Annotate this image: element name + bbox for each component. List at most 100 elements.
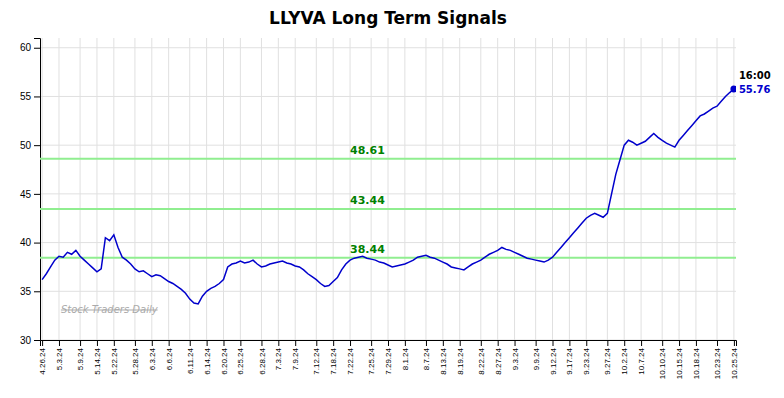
signal-label: 43.44 — [350, 194, 385, 207]
x-tick-label: 6.20.24 — [220, 347, 229, 374]
x-tick: 9.17.24 — [565, 340, 574, 375]
x-grid-line — [206, 38, 207, 340]
x-tick-label: 5.22.24 — [110, 347, 119, 374]
x-tick: 9.12.24 — [549, 340, 558, 375]
x-tick-label: 8.1.24 — [401, 347, 410, 370]
y-tick-label: 30 — [20, 335, 32, 346]
x-tick-mark — [536, 340, 537, 346]
x-tick-label: 7.18.24 — [329, 347, 338, 374]
x-tick: 6.14.24 — [203, 340, 212, 375]
x-tick-mark — [388, 340, 389, 346]
x-grid-line — [295, 38, 296, 340]
x-grid-line — [151, 38, 152, 340]
watermark: Stock Traders Daily — [61, 304, 159, 315]
x-tick-mark — [59, 340, 60, 346]
x-tick-label: 5.3.24 — [55, 347, 64, 370]
x-tick-mark — [316, 340, 317, 346]
x-tick: 7.3.24 — [274, 340, 283, 370]
x-tick-label: 6.28.24 — [258, 347, 267, 374]
x-grid-line — [442, 38, 443, 340]
x-tick-label: 9.3.24 — [511, 347, 520, 370]
x-tick-mark — [717, 340, 718, 346]
x-tick-mark — [190, 340, 191, 346]
x-tick-mark — [261, 340, 262, 346]
x-tick-mark — [641, 340, 642, 346]
x-axis: 4.26.245.3.245.9.245.14.245.22.245.28.24… — [38, 340, 739, 379]
x-tick-mark — [498, 340, 499, 346]
x-grid-line — [223, 38, 224, 340]
x-tick-label: 6.6.24 — [165, 347, 174, 370]
signal-line — [40, 257, 736, 259]
x-tick: 4.26.24 — [38, 340, 47, 375]
x-tick-label: 9.23.24 — [582, 347, 591, 374]
y-tick: 35 — [20, 286, 40, 297]
x-tick: 5.28.24 — [131, 340, 140, 375]
y-tick-mark — [34, 48, 40, 49]
x-grid-line — [58, 38, 59, 340]
y-tick: 40 — [20, 237, 40, 248]
x-tick: 7.22.24 — [346, 340, 355, 375]
x-tick-mark — [295, 340, 296, 346]
x-tick: 6.3.24 — [148, 340, 157, 370]
x-tick: 7.12.24 — [312, 340, 321, 375]
x-axis-line — [41, 341, 737, 347]
x-tick: 10.7.24 — [637, 340, 646, 375]
annotations: 38.4443.4448.6116:0055.76Stock Traders D… — [61, 70, 771, 315]
x-tick-mark — [240, 340, 241, 346]
x-tick-label: 10.23.24 — [713, 347, 722, 379]
y-tick: 30 — [20, 335, 40, 346]
x-grid-line — [641, 38, 642, 340]
x-grid-line — [42, 38, 43, 340]
x-grid-line — [350, 38, 351, 340]
x-tick-label: 10.2.24 — [620, 347, 629, 374]
x-grid-line — [607, 38, 608, 340]
x-tick-label: 9.27.24 — [603, 347, 612, 374]
x-tick: 5.3.24 — [55, 340, 64, 370]
x-tick: 6.28.24 — [258, 340, 267, 375]
x-tick-mark — [169, 340, 170, 346]
chart-title: LLYVA Long Term Signals — [269, 8, 507, 28]
x-tick-label: 9.17.24 — [565, 347, 574, 374]
x-tick: 6.20.24 — [220, 340, 229, 375]
x-tick-mark — [624, 340, 625, 346]
x-tick-label: 7.29.24 — [384, 347, 393, 374]
x-tick-label: 10.15.24 — [675, 347, 684, 379]
x-tick-label: 10.7.24 — [637, 347, 646, 374]
x-grid-line — [404, 38, 405, 340]
x-tick-mark — [135, 340, 136, 346]
y-tick-mark — [34, 96, 40, 97]
plot-area: 303540455055604.26.245.3.245.9.245.14.24… — [20, 38, 771, 379]
x-tick-mark — [515, 340, 516, 346]
x-grid-line — [695, 38, 696, 340]
x-tick-label: 7.12.24 — [312, 347, 321, 374]
x-tick: 10.23.24 — [713, 340, 722, 379]
x-tick: 8.27.24 — [494, 340, 503, 375]
x-tick-label: 9.9.24 — [532, 347, 541, 370]
x-tick-label: 10.25.24 — [730, 347, 739, 379]
x-tick: 9.3.24 — [511, 340, 520, 370]
x-grid-line — [371, 38, 372, 340]
x-tick: 9.23.24 — [582, 340, 591, 375]
y-tick-label: 50 — [20, 140, 32, 151]
x-tick-label: 10.10.24 — [658, 347, 667, 379]
x-grid-line — [624, 38, 625, 340]
x-tick-label: 6.25.24 — [236, 347, 245, 374]
x-tick: 8.13.24 — [439, 340, 448, 375]
x-tick: 10.10.24 — [658, 340, 667, 379]
x-tick-label: 6.3.24 — [148, 347, 157, 370]
x-grid-line — [662, 38, 663, 340]
x-tick: 8.19.24 — [456, 340, 465, 375]
y-tick-label: 45 — [20, 189, 32, 200]
y-tick-mark — [34, 243, 40, 244]
x-tick-mark — [207, 340, 208, 346]
x-grid-line — [569, 38, 570, 340]
x-grid-line — [134, 38, 135, 340]
x-tick-mark — [734, 340, 735, 346]
marks — [40, 86, 736, 304]
y-tick-mark — [34, 194, 40, 195]
x-grid-line — [333, 38, 334, 340]
x-tick-label: 7.9.24 — [291, 347, 300, 370]
x-tick-mark — [460, 340, 461, 346]
x-grid-line — [168, 38, 169, 340]
x-tick-label: 5.14.24 — [93, 347, 102, 374]
